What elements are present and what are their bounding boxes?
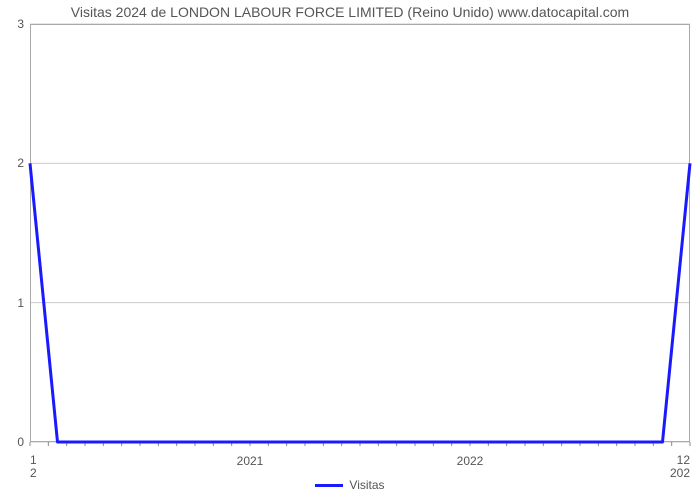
y-tick-label: 3: [17, 17, 24, 31]
plot-area: 0123202120221212202: [30, 24, 690, 442]
y-tick-label: 0: [17, 435, 24, 449]
y-tick-label: 2: [17, 156, 24, 170]
chart-title: Visitas 2024 de LONDON LABOUR FORCE LIMI…: [0, 4, 700, 20]
legend-swatch: [315, 484, 343, 487]
x-end-label-left: 12: [30, 454, 37, 480]
y-tick-label: 1: [17, 296, 24, 310]
legend-label: Visitas: [349, 478, 384, 492]
chart-container: Visitas 2024 de LONDON LABOUR FORCE LIMI…: [0, 0, 700, 500]
x-tick-label: 2021: [237, 454, 264, 468]
legend: Visitas: [0, 478, 700, 492]
chart-svg: [30, 24, 690, 442]
x-end-label-right: 12202: [670, 454, 690, 480]
x-tick-label: 2022: [457, 454, 484, 468]
